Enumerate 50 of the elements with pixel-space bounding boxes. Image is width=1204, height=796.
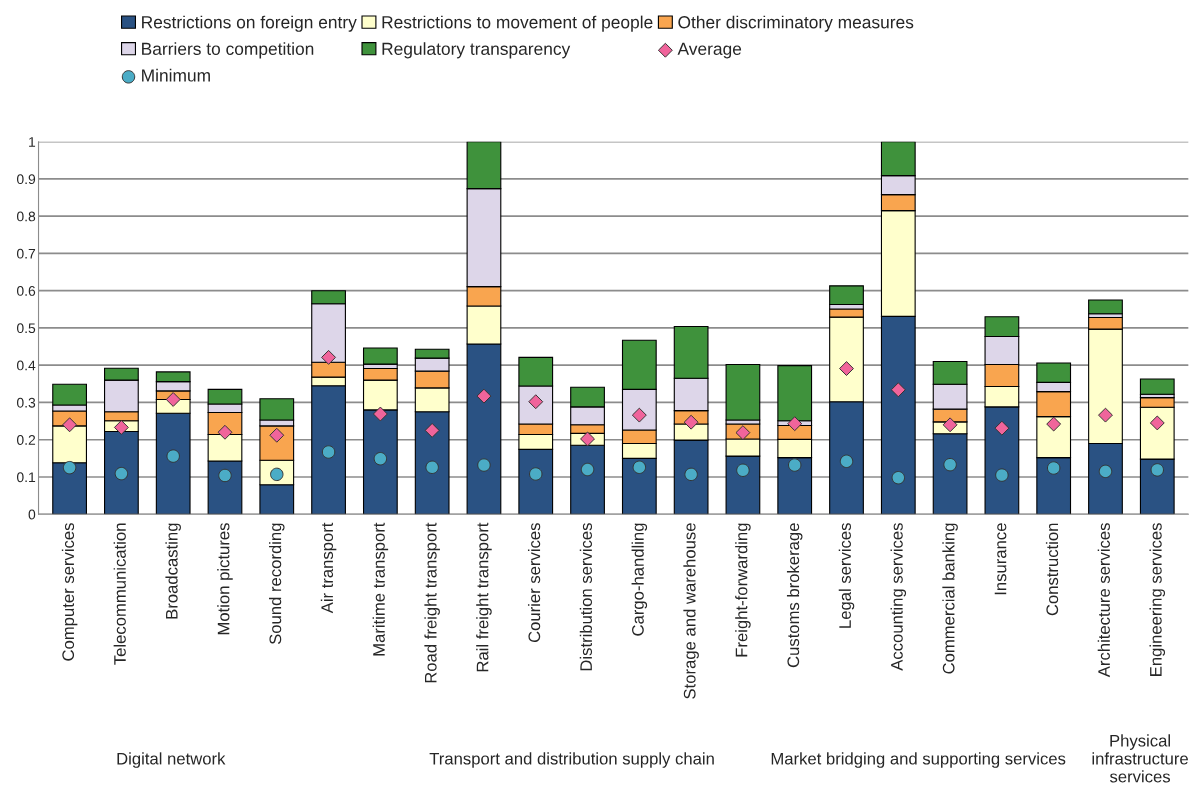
- y-tick-label: 0: [28, 509, 36, 520]
- y-tick-label: 0.3: [16, 397, 36, 408]
- bar: [1088, 299, 1123, 315]
- y-tick-label: 0.1: [16, 472, 36, 483]
- bar: [362, 347, 398, 365]
- text: Physical infrastructure services: [1092, 734, 1188, 783]
- y-tick-label: 0.4: [16, 360, 36, 371]
- text: Digital network: [117, 752, 226, 768]
- legend-label: Restrictions to movement of people: [382, 15, 653, 32]
- x-tick-label: Distribution services: [579, 523, 593, 671]
- y-tick-label: 1: [29, 137, 36, 147]
- x-tick-label: Freight-forwarding: [735, 523, 751, 657]
- bar: [725, 363, 761, 421]
- x-tick-label: Cargo-handling: [631, 523, 648, 636]
- legend-label: Regulatory transparency: [382, 42, 571, 59]
- legend-label: Average: [677, 42, 742, 59]
- legend-label: Other discriminatory measures: [678, 15, 914, 32]
- y-tick-label: 0.5: [16, 323, 36, 334]
- text: Market bridging and supporting services: [771, 752, 1066, 768]
- x-tick-label: Commercial banking: [942, 523, 958, 674]
- x-tick-label: Broadcasting: [165, 523, 181, 619]
- x-tick-label: Construction: [1045, 523, 1059, 616]
- y-tick-label: 0.7: [16, 248, 36, 259]
- bar: [1139, 378, 1175, 395]
- y-tick-label: 0.8: [16, 211, 36, 222]
- legend-label: Restrictions on foreign entry: [142, 15, 357, 32]
- x-tick-label: Road freight transport: [424, 522, 440, 683]
- legend-label: Barriers to competition: [142, 42, 314, 59]
- x-tick-label: Rail freight transport: [476, 522, 492, 672]
- y-tick-label: 0.6: [16, 286, 36, 296]
- x-tick-label: Sound recording: [269, 523, 285, 645]
- x-tick-label: Engineering services: [1149, 523, 1166, 676]
- x-tick-label: Motion pictures: [217, 523, 233, 635]
- x-tick-label: Computer services: [61, 523, 78, 661]
- x-tick-label: Architecture services: [1097, 523, 1110, 678]
- x-tick-label: Customs brokerage: [786, 523, 803, 668]
- text: Transport and distribution supply chain: [429, 752, 714, 768]
- y-tick-label: 0.9: [16, 174, 36, 185]
- x-tick-label: Storage and warehouse: [683, 523, 699, 699]
- x-tick-label: Accounting services: [890, 523, 907, 671]
- legend-label: Minimum: [142, 68, 210, 82]
- x-tick-label: Air transport: [320, 522, 337, 614]
- x-tick-label: Maritime transport: [372, 522, 389, 656]
- x-tick-label: Courier services: [527, 523, 541, 643]
- bar: [777, 365, 813, 422]
- x-tick-label: Telecommunication: [113, 523, 126, 665]
- y-tick-label: 0.2: [16, 435, 36, 445]
- bar: [829, 285, 864, 306]
- x-tick-label: Legal services: [838, 523, 855, 628]
- x-tick-label: Insurance: [994, 523, 1007, 595]
